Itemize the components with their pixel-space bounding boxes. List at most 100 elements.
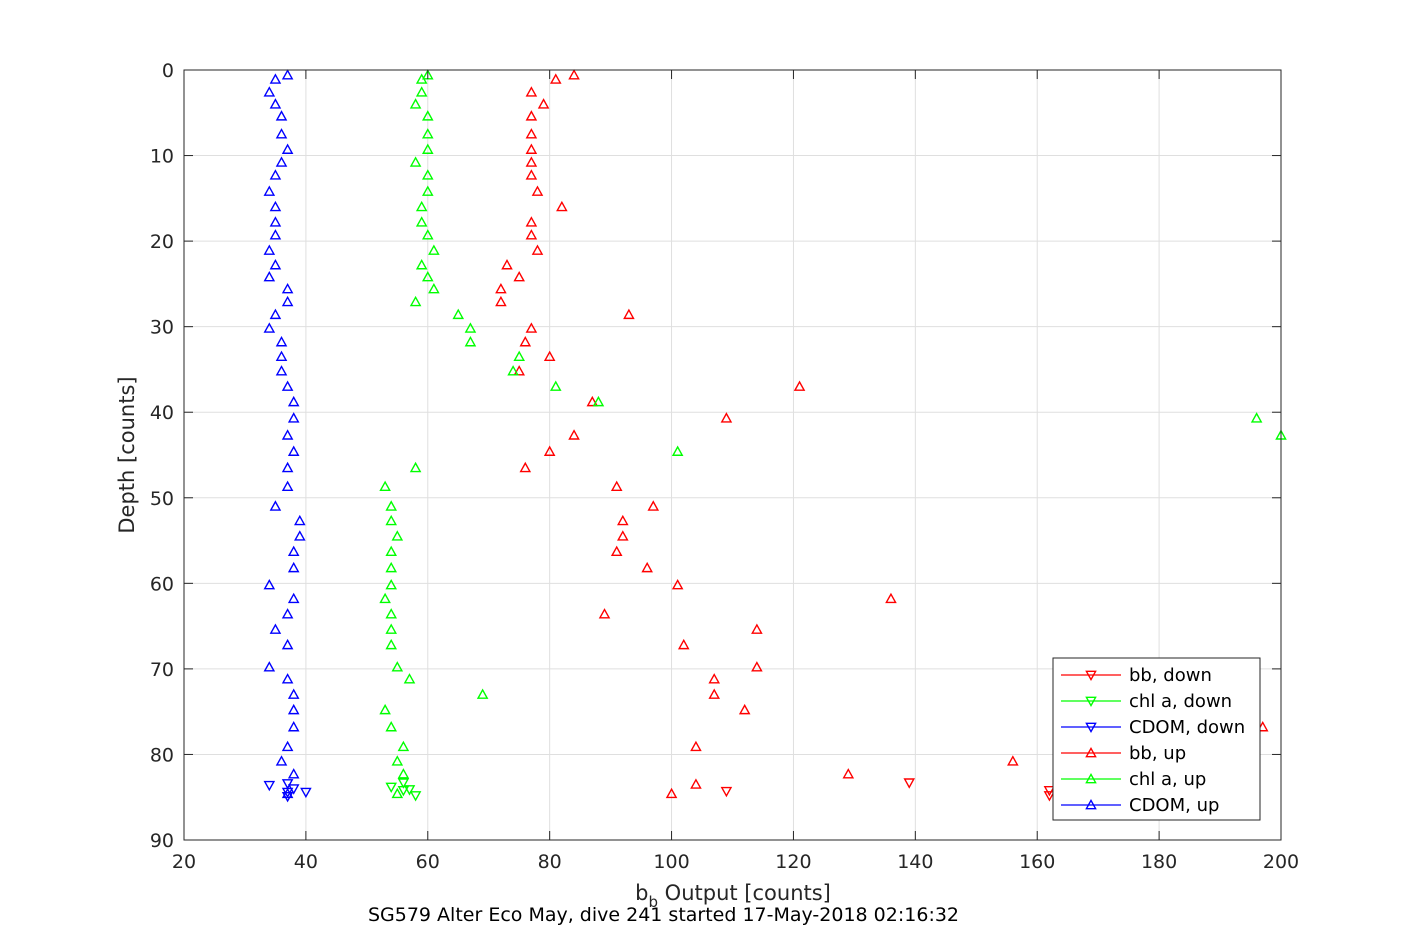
data-point bbox=[281, 282, 294, 294]
x-tick-label: 60 bbox=[416, 851, 440, 873]
x-tick-label: 80 bbox=[538, 851, 562, 873]
data-point bbox=[647, 500, 660, 511]
data-point bbox=[507, 365, 519, 376]
data-point bbox=[885, 592, 897, 604]
data-point bbox=[556, 200, 568, 212]
data-point bbox=[281, 673, 294, 684]
data-point bbox=[415, 200, 428, 212]
data-point bbox=[409, 98, 422, 109]
data-point bbox=[421, 229, 434, 240]
legend-marker bbox=[1085, 722, 1097, 734]
legend-label: bb, down bbox=[1129, 665, 1212, 686]
data-point bbox=[690, 740, 702, 752]
data-point bbox=[269, 259, 282, 270]
data-point bbox=[525, 156, 538, 167]
data-point bbox=[275, 110, 288, 121]
data-series bbox=[263, 69, 1287, 803]
data-point bbox=[287, 721, 300, 732]
data-point bbox=[421, 128, 434, 139]
data-point bbox=[525, 86, 538, 97]
data-point bbox=[275, 156, 288, 167]
data-point bbox=[665, 787, 678, 799]
series-bb-down bbox=[720, 778, 1056, 802]
data-point bbox=[281, 740, 294, 752]
data-point bbox=[263, 322, 276, 333]
data-point bbox=[525, 169, 538, 180]
data-point bbox=[415, 86, 428, 97]
y-tick-label: 80 bbox=[150, 744, 174, 766]
data-point bbox=[385, 500, 398, 511]
data-point bbox=[592, 395, 605, 407]
legend: bb, down chl a, down CDOM, down bb, up chl a… bbox=[1052, 657, 1261, 821]
data-point bbox=[287, 395, 300, 407]
data-point bbox=[287, 412, 300, 423]
data-point bbox=[391, 530, 404, 541]
data-point bbox=[275, 350, 288, 361]
data-point bbox=[738, 703, 751, 715]
data-point bbox=[525, 110, 538, 121]
data-point bbox=[568, 429, 580, 440]
data-point bbox=[281, 295, 294, 307]
data-point bbox=[269, 500, 282, 511]
data-point bbox=[617, 514, 629, 526]
data-point bbox=[281, 380, 294, 391]
data-point bbox=[525, 143, 538, 154]
legend-label: CDOM, up bbox=[1129, 795, 1219, 816]
data-point bbox=[275, 336, 288, 347]
legend-entry-cdom-down: CDOM, down bbox=[1061, 717, 1245, 738]
data-point bbox=[385, 608, 398, 619]
data-point bbox=[428, 282, 440, 294]
data-point bbox=[281, 143, 294, 154]
data-point bbox=[269, 216, 282, 227]
data-point bbox=[287, 703, 300, 715]
data-point bbox=[403, 673, 416, 684]
data-point bbox=[495, 295, 507, 307]
x-tick-label: 160 bbox=[1019, 851, 1055, 873]
data-point bbox=[263, 86, 276, 97]
y-tick-label: 40 bbox=[150, 402, 174, 424]
data-point bbox=[671, 445, 684, 456]
data-point bbox=[275, 755, 288, 766]
data-point bbox=[751, 661, 763, 672]
data-point bbox=[568, 69, 580, 80]
y-tick-label: 60 bbox=[150, 573, 174, 595]
series-bb-up bbox=[495, 69, 1269, 799]
data-point bbox=[751, 623, 763, 634]
data-point bbox=[281, 429, 294, 440]
series-cdom-up bbox=[263, 69, 306, 799]
legend-label: chl a, down bbox=[1129, 691, 1232, 712]
data-point bbox=[409, 461, 422, 473]
data-point bbox=[452, 308, 465, 320]
data-point bbox=[281, 787, 294, 799]
data-point bbox=[409, 156, 422, 167]
data-point bbox=[519, 461, 532, 473]
data-point bbox=[385, 721, 398, 732]
y-axis-ticks: 0 10 20 30 40 50 60 70 80 90 bbox=[150, 60, 1281, 852]
data-point bbox=[263, 579, 276, 590]
dive-caption: SG579 Alter Eco May, dive 241 started 17… bbox=[367, 904, 960, 926]
data-point bbox=[397, 768, 410, 779]
legend-label: chl a, up bbox=[1129, 769, 1206, 790]
data-point bbox=[263, 244, 276, 255]
data-point bbox=[263, 780, 276, 792]
data-point bbox=[379, 592, 391, 604]
plot-frame bbox=[183, 69, 1282, 841]
data-point bbox=[281, 638, 294, 650]
data-point bbox=[275, 128, 288, 139]
data-point bbox=[263, 661, 276, 672]
data-point bbox=[641, 561, 653, 573]
data-point bbox=[281, 461, 294, 473]
data-point bbox=[464, 336, 477, 347]
data-point bbox=[385, 638, 398, 650]
data-point bbox=[385, 514, 398, 526]
data-point bbox=[421, 185, 434, 196]
y-tick-label: 70 bbox=[150, 659, 174, 681]
data-point bbox=[385, 623, 398, 634]
series-chl-a-up bbox=[379, 69, 1287, 799]
data-point bbox=[690, 778, 702, 789]
data-point bbox=[287, 784, 300, 795]
data-point bbox=[300, 787, 312, 799]
data-point bbox=[379, 480, 391, 492]
data-point bbox=[269, 98, 282, 109]
